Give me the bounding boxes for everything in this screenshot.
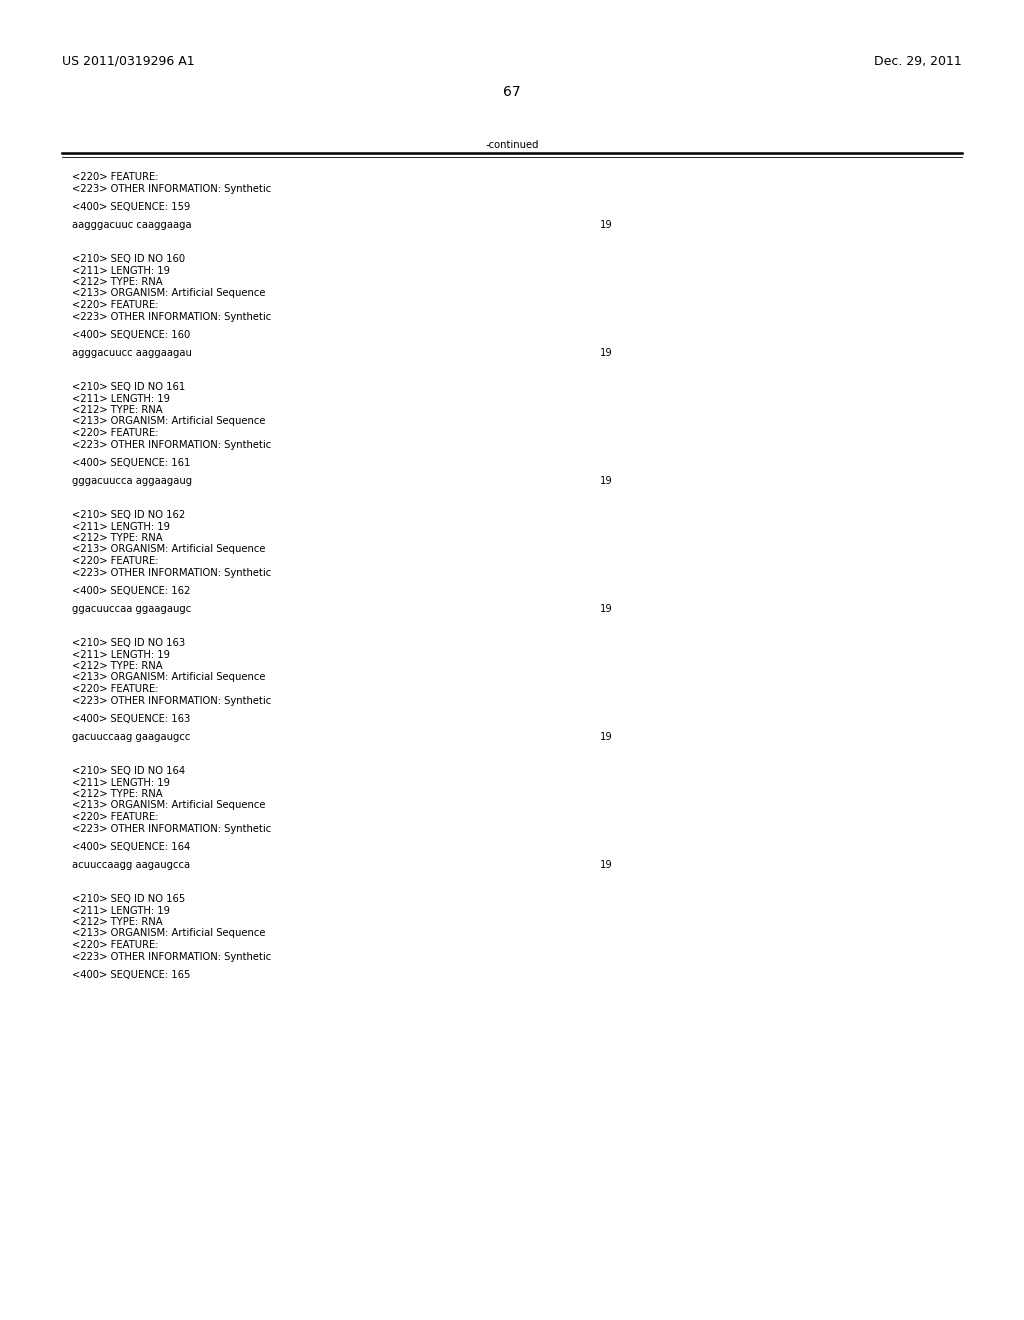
Text: <211> LENGTH: 19: <211> LENGTH: 19	[72, 393, 170, 404]
Text: ggacuuccaa ggaagaugc: ggacuuccaa ggaagaugc	[72, 605, 191, 615]
Text: <212> TYPE: RNA: <212> TYPE: RNA	[72, 277, 163, 286]
Text: <400> SEQUENCE: 160: <400> SEQUENCE: 160	[72, 330, 190, 341]
Text: <213> ORGANISM: Artificial Sequence: <213> ORGANISM: Artificial Sequence	[72, 928, 265, 939]
Text: <220> FEATURE:: <220> FEATURE:	[72, 428, 159, 438]
Text: <400> SEQUENCE: 161: <400> SEQUENCE: 161	[72, 458, 190, 469]
Text: <400> SEQUENCE: 159: <400> SEQUENCE: 159	[72, 202, 190, 213]
Text: <213> ORGANISM: Artificial Sequence: <213> ORGANISM: Artificial Sequence	[72, 800, 265, 810]
Text: 19: 19	[600, 348, 612, 359]
Text: <212> TYPE: RNA: <212> TYPE: RNA	[72, 533, 163, 543]
Text: <211> LENGTH: 19: <211> LENGTH: 19	[72, 906, 170, 916]
Text: <211> LENGTH: 19: <211> LENGTH: 19	[72, 777, 170, 788]
Text: <220> FEATURE:: <220> FEATURE:	[72, 556, 159, 566]
Text: <211> LENGTH: 19: <211> LENGTH: 19	[72, 521, 170, 532]
Text: <211> LENGTH: 19: <211> LENGTH: 19	[72, 649, 170, 660]
Text: <220> FEATURE:: <220> FEATURE:	[72, 940, 159, 950]
Text: <210> SEQ ID NO 162: <210> SEQ ID NO 162	[72, 510, 185, 520]
Text: <211> LENGTH: 19: <211> LENGTH: 19	[72, 265, 170, 276]
Text: <212> TYPE: RNA: <212> TYPE: RNA	[72, 789, 163, 799]
Text: agggacuucc aaggaagau: agggacuucc aaggaagau	[72, 348, 191, 359]
Text: <400> SEQUENCE: 164: <400> SEQUENCE: 164	[72, 842, 190, 851]
Text: <400> SEQUENCE: 162: <400> SEQUENCE: 162	[72, 586, 190, 597]
Text: <210> SEQ ID NO 163: <210> SEQ ID NO 163	[72, 638, 185, 648]
Text: acuuccaagg aagaugcca: acuuccaagg aagaugcca	[72, 861, 190, 870]
Text: 19: 19	[600, 861, 612, 870]
Text: 19: 19	[600, 477, 612, 487]
Text: -continued: -continued	[485, 140, 539, 150]
Text: Dec. 29, 2011: Dec. 29, 2011	[874, 55, 962, 69]
Text: <212> TYPE: RNA: <212> TYPE: RNA	[72, 405, 163, 414]
Text: US 2011/0319296 A1: US 2011/0319296 A1	[62, 55, 195, 69]
Text: <210> SEQ ID NO 165: <210> SEQ ID NO 165	[72, 894, 185, 904]
Text: <220> FEATURE:: <220> FEATURE:	[72, 172, 159, 182]
Text: aagggacuuc caaggaaga: aagggacuuc caaggaaga	[72, 220, 191, 231]
Text: <223> OTHER INFORMATION: Synthetic: <223> OTHER INFORMATION: Synthetic	[72, 183, 271, 194]
Text: <213> ORGANISM: Artificial Sequence: <213> ORGANISM: Artificial Sequence	[72, 544, 265, 554]
Text: <210> SEQ ID NO 160: <210> SEQ ID NO 160	[72, 253, 185, 264]
Text: <213> ORGANISM: Artificial Sequence: <213> ORGANISM: Artificial Sequence	[72, 417, 265, 426]
Text: <213> ORGANISM: Artificial Sequence: <213> ORGANISM: Artificial Sequence	[72, 289, 265, 298]
Text: <223> OTHER INFORMATION: Synthetic: <223> OTHER INFORMATION: Synthetic	[72, 312, 271, 322]
Text: <400> SEQUENCE: 165: <400> SEQUENCE: 165	[72, 970, 190, 979]
Text: <223> OTHER INFORMATION: Synthetic: <223> OTHER INFORMATION: Synthetic	[72, 952, 271, 961]
Text: 19: 19	[600, 733, 612, 742]
Text: <400> SEQUENCE: 163: <400> SEQUENCE: 163	[72, 714, 190, 723]
Text: <220> FEATURE:: <220> FEATURE:	[72, 684, 159, 694]
Text: <213> ORGANISM: Artificial Sequence: <213> ORGANISM: Artificial Sequence	[72, 672, 265, 682]
Text: <220> FEATURE:: <220> FEATURE:	[72, 812, 159, 822]
Text: <212> TYPE: RNA: <212> TYPE: RNA	[72, 917, 163, 927]
Text: gggacuucca aggaagaug: gggacuucca aggaagaug	[72, 477, 193, 487]
Text: <223> OTHER INFORMATION: Synthetic: <223> OTHER INFORMATION: Synthetic	[72, 824, 271, 833]
Text: <210> SEQ ID NO 164: <210> SEQ ID NO 164	[72, 766, 185, 776]
Text: <223> OTHER INFORMATION: Synthetic: <223> OTHER INFORMATION: Synthetic	[72, 696, 271, 705]
Text: <210> SEQ ID NO 161: <210> SEQ ID NO 161	[72, 381, 185, 392]
Text: gacuuccaag gaagaugcc: gacuuccaag gaagaugcc	[72, 733, 190, 742]
Text: <212> TYPE: RNA: <212> TYPE: RNA	[72, 661, 163, 671]
Text: 19: 19	[600, 220, 612, 231]
Text: <220> FEATURE:: <220> FEATURE:	[72, 300, 159, 310]
Text: <223> OTHER INFORMATION: Synthetic: <223> OTHER INFORMATION: Synthetic	[72, 440, 271, 450]
Text: 67: 67	[503, 84, 521, 99]
Text: <223> OTHER INFORMATION: Synthetic: <223> OTHER INFORMATION: Synthetic	[72, 568, 271, 578]
Text: 19: 19	[600, 605, 612, 615]
